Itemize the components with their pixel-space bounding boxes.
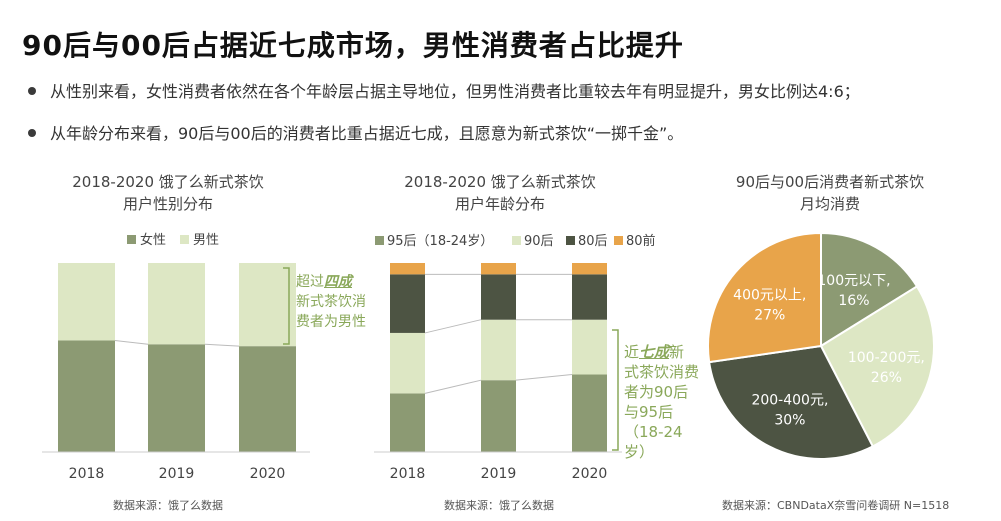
chart3-source: 数据来源：CBNDataX奈雪问卷调研 N=1518 xyxy=(722,499,950,512)
chart2-bracket xyxy=(612,329,619,451)
chart2-legend-label: 90后 xyxy=(524,234,554,249)
chart2-anno-line5: （18-24 xyxy=(624,423,683,441)
chart1-source: 数据来源：饿了么数据 xyxy=(113,499,223,512)
chart1-annotation: 超过四成 新式茶饮消 费者为男性 xyxy=(296,272,366,332)
pie-slice-percent: 27% xyxy=(754,308,785,324)
chart2-legend-swatch xyxy=(614,236,623,245)
bullet-gender: 从性别来看，女性消费者依然在各个年龄层占据主导地位，但男性消费者比重较去年有明显… xyxy=(28,82,860,102)
chart2-bar-segment xyxy=(572,263,607,275)
chart2-anno-post: 新 xyxy=(669,343,685,361)
pie-slice xyxy=(819,285,935,448)
chart1-legend-swatch xyxy=(180,235,189,244)
pie-slice xyxy=(820,231,919,348)
chart1-anno-line2: 新式茶饮消 xyxy=(296,294,366,310)
pie-slice-percent: 26% xyxy=(871,370,902,386)
chart2-legend-swatch xyxy=(566,236,575,245)
bullet-age: 从年龄分布来看，90后与00后的消费者比重占据近七成，且愿意为新式茶饮“一掷千金… xyxy=(28,124,683,144)
chart2-bar-segment xyxy=(572,374,607,452)
chart2-anno-pre: 近 xyxy=(624,343,640,361)
chart2-anno-line2: 式茶饮消费 xyxy=(624,363,700,381)
chart3-title: 90后与00后消费者新式茶饮 月均消费 xyxy=(710,171,950,215)
chart2-bar-segment xyxy=(390,263,425,275)
page-title: 90后与00后占据近七成市场，男性消费者占比提升 xyxy=(22,29,684,62)
pie-slice xyxy=(708,344,875,460)
chart1-connector-line xyxy=(204,343,240,347)
chart2-bar-segment xyxy=(572,274,607,320)
chart1-bar-segment xyxy=(58,263,115,341)
bullet-dot-icon xyxy=(28,86,36,95)
chart2-connector-line xyxy=(515,374,573,381)
chart2-bar-segment xyxy=(481,274,516,320)
chart2-legend-label: 95后（18-24岁） xyxy=(387,234,493,249)
chart1-x-tick: 2019 xyxy=(159,466,195,482)
chart2-bar-segment xyxy=(481,380,516,452)
chart2-title-line2: 用户年龄分布 xyxy=(454,195,545,213)
chart2-bar-segment xyxy=(390,274,425,333)
chart1-bar-segment xyxy=(239,263,296,347)
chart1-anno-em: 四成 xyxy=(324,274,352,290)
chart2-bar-segment xyxy=(572,319,607,375)
chart1-connector-line xyxy=(114,339,149,345)
chart1-bar-segment xyxy=(148,263,205,345)
pie-slice-label: 200-400元, xyxy=(751,392,828,408)
chart2-anno-em: 七成 xyxy=(639,343,670,361)
chart1-legend-swatch xyxy=(127,235,136,244)
chart2-source: 数据来源：饿了么数据 xyxy=(444,499,554,512)
chart1-title-line1: 2018-2020 饿了么新式茶饮 xyxy=(72,173,264,191)
chart2-title: 2018-2020 饿了么新式茶饮 用户年龄分布 xyxy=(370,171,630,215)
chart1-bracket xyxy=(283,267,290,345)
chart2-anno-line3: 者为90后 xyxy=(624,383,689,401)
chart2-bar-segment xyxy=(390,332,425,394)
pie-slice-percent: 30% xyxy=(774,412,805,428)
chart2-bar-segment xyxy=(481,319,516,381)
chart1-bar-segment xyxy=(148,344,205,452)
pie-slice xyxy=(707,231,822,364)
chart2-legend-label: 80后 xyxy=(578,234,608,249)
chart1-legend-label: 男性 xyxy=(193,233,219,248)
chart3-title-line1: 90后与00后消费者新式茶饮 xyxy=(735,173,925,191)
chart2-bar-segment xyxy=(390,393,425,452)
chart2-anno-line6: 岁） xyxy=(624,443,655,461)
pie-slice-percent: 16% xyxy=(838,293,869,309)
chart2-legend-label: 80前 xyxy=(626,233,656,249)
chart1-legend-label: 女性 xyxy=(140,232,166,248)
chart1-title: 2018-2020 饿了么新式茶饮 用户性别分布 xyxy=(38,171,298,215)
chart2-annotation: 近七成新 式茶饮消费 者为90后 与95后 （18-24 岁） xyxy=(624,342,699,462)
pie-slice-label: 100元以下, xyxy=(817,273,890,289)
chart2-connector-line xyxy=(424,319,482,334)
chart1-x-tick: 2020 xyxy=(250,466,286,482)
chart2-x-tick: 2020 xyxy=(572,466,608,482)
chart1-anno-line3: 费者为男性 xyxy=(296,314,366,330)
chart2-x-tick: 2019 xyxy=(481,466,517,482)
bullet-age-text: 从年龄分布来看，90后与00后的消费者比重占据近七成，且愿意为新式茶饮“一掷千金… xyxy=(50,124,684,143)
chart1-anno-pre: 超过 xyxy=(296,274,324,290)
chart2-anno-line4: 与95后 xyxy=(624,403,674,421)
chart1-bar-segment xyxy=(239,346,296,452)
chart1-title-line2: 用户性别分布 xyxy=(122,195,213,213)
bullet-dot-icon xyxy=(28,128,36,137)
pie-slice-label: 100-200元, xyxy=(848,350,925,366)
chart2-legend-swatch xyxy=(512,236,521,245)
pie-slice-label: 400元以上, xyxy=(733,288,806,304)
bullet-gender-text: 从性别来看，女性消费者依然在各个年龄层占据主导地位，但男性消费者比重较去年有明显… xyxy=(50,82,860,101)
chart2-title-line1: 2018-2020 饿了么新式茶饮 xyxy=(404,173,596,191)
chart2-bar-segment xyxy=(481,263,516,275)
chart1-x-tick: 2018 xyxy=(69,466,105,482)
chart2-x-tick: 2018 xyxy=(390,466,426,482)
chart2-connector-line xyxy=(424,379,482,394)
chart3-title-line2: 月均消费 xyxy=(799,195,860,213)
chart2-legend-swatch xyxy=(375,236,384,245)
chart1-bar-segment xyxy=(58,340,115,452)
